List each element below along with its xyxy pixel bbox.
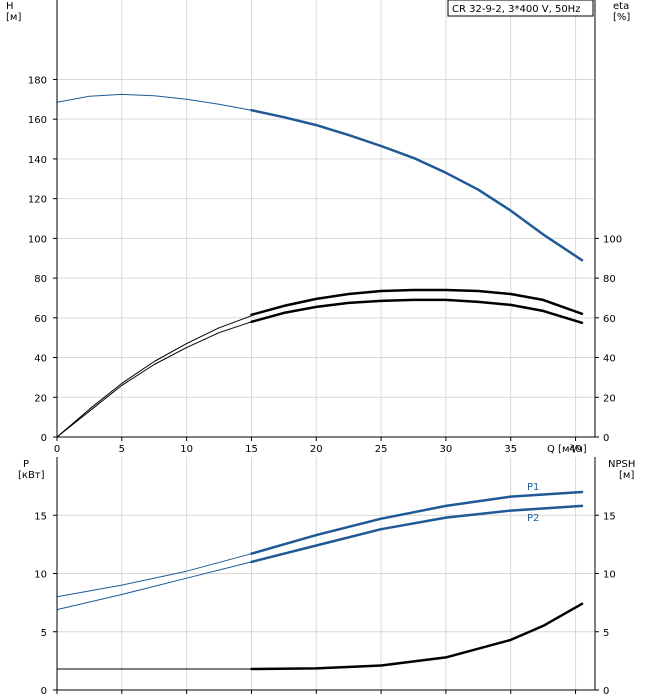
pump-label-box [447,0,594,17]
x-tick-label: 25 [375,444,388,455]
eta-axis-unit: [%] [613,12,630,23]
curve-p1-s0-thin [56,553,252,598]
curves [56,93,584,671]
curve-p0-s1-thick [250,288,584,317]
x-tick-label: 10 [180,444,193,455]
curve-p0-s2-thick [250,298,584,325]
y-left-tick-label: 140 [28,155,47,166]
y-left-tick-label: 40 [34,354,47,365]
y-left-tick-label: 100 [28,234,47,245]
y-left-tick-label: 10 [34,570,47,581]
axes [53,0,599,694]
npsh-axis-title: NPSH [608,459,635,470]
y-left-tick-label: 120 [28,195,47,206]
y-left-tick-label: 160 [28,115,47,126]
x-tick-label: 0 [54,444,60,455]
flow-axis-label: Q [м³/ч] [547,444,587,455]
pump-label: CR 32-9-2, 3*400 V, 50Hz [452,4,580,15]
y-right-tick-label: 60 [603,314,616,325]
y-right-tick-label: 0 [603,433,609,444]
y-left-tick-label: 0 [41,433,47,444]
y-right-tick-label: 0 [603,686,609,697]
curve-p0-s0-thin [56,93,252,111]
head-axis-title: H [6,1,14,12]
x-tick-label: 15 [245,444,258,455]
x-tick-label: 30 [440,444,453,455]
npsh-axis-unit: [м] [619,470,634,481]
y-right-tick-label: 80 [603,274,616,285]
y-right-tick-label: 10 [603,570,616,581]
y-right-tick-label: 15 [603,511,616,522]
curve-p1-s2-thick [250,602,584,671]
curve-p1-s1-thick [250,504,584,564]
y-right-tick-label: 5 [603,628,609,639]
curve-p0-s1-thin [56,315,252,438]
series-label-p1: P1 [527,482,539,493]
x-tick-label: 35 [504,444,517,455]
head-axis-unit: [м] [6,12,21,23]
y-left-tick-label: 180 [28,75,47,86]
y-left-tick-label: 5 [41,628,47,639]
x-tick-label: 40 [569,444,582,455]
y-left-tick-label: 20 [34,393,47,404]
curve-p1-s1-thin [56,561,252,611]
y-left-tick-label: 0 [41,686,47,697]
y-left-tick-label: 60 [34,314,47,325]
x-tick-label: 5 [119,444,125,455]
eta-axis-title: eta [613,1,629,12]
curve-p0-s0-thick [250,108,584,262]
curve-p1-s0-thick [250,490,584,555]
series-label-p2: P2 [527,513,539,524]
y-right-tick-label: 40 [603,354,616,365]
x-tick-label: 20 [310,444,323,455]
y-right-tick-label: 20 [603,393,616,404]
y-left-tick-label: 80 [34,274,47,285]
curve-p0-s2-thin [56,321,252,438]
y-right-tick-label: 100 [603,234,622,245]
tick-labels: 0204060801001201401601800204060801000510… [28,75,622,697]
y-left-tick-label: 15 [34,511,47,522]
power-axis-unit: [кВт] [18,470,45,481]
grid-lines [56,0,595,691]
power-axis-title: P [23,459,29,470]
